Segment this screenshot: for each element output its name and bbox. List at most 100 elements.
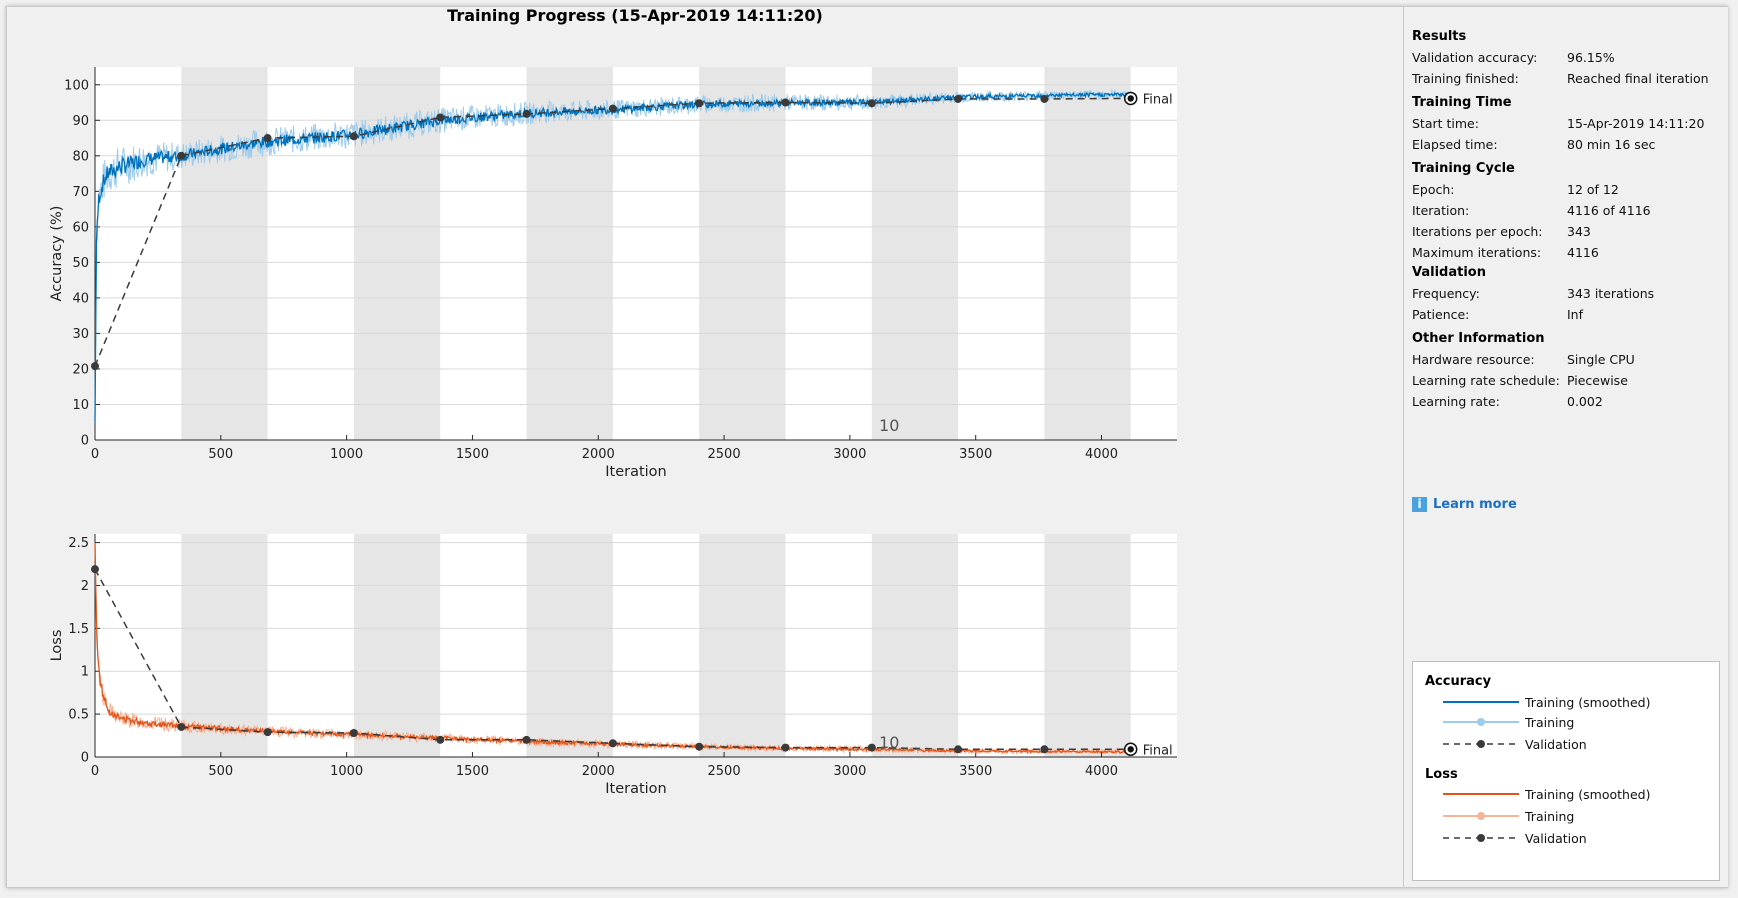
final-validation-dot — [1127, 95, 1134, 102]
legend-label: Training — [1525, 808, 1575, 824]
learn-more-label[interactable]: Learn more — [1433, 497, 1517, 512]
epoch-shade — [1044, 534, 1131, 757]
y-tick-label: 2.5 — [68, 536, 89, 551]
info-row: Iteration: 4116 of 4116 — [1412, 200, 1722, 221]
info-key: Patience: — [1412, 307, 1470, 322]
info-key: Learning rate schedule: — [1412, 373, 1560, 388]
y-tick-label: 70 — [72, 185, 89, 200]
info-key: Maximum iterations: — [1412, 245, 1542, 260]
section-heading: Training Time — [1412, 95, 1512, 110]
validation-point — [954, 745, 963, 754]
y-tick-label: 1 — [81, 665, 89, 680]
legend-loss-training: Training — [1443, 806, 1574, 826]
y-tick-label: 90 — [72, 114, 89, 129]
x-tick-label: 2000 — [582, 764, 615, 779]
validation-point — [436, 735, 445, 744]
x-axis-label: Iteration — [605, 464, 667, 480]
info-row: Training finished: Reached final iteratio… — [1412, 68, 1722, 89]
validation-point — [608, 104, 617, 113]
final-label: Final — [1143, 92, 1173, 107]
legend-label: Training (smoothed) — [1525, 786, 1651, 802]
validation-point — [522, 735, 531, 744]
x-tick-label: 3000 — [833, 447, 866, 462]
legend-accuracy-heading: Accuracy — [1425, 674, 1492, 689]
legend-line-accuracy-raw-swatch — [1443, 718, 1519, 726]
section-heading: Results — [1412, 29, 1467, 44]
epoch-shade — [181, 534, 268, 757]
section-heading: Training Cycle — [1412, 161, 1515, 176]
plot-title: Training Progress (15-Apr-2019 14:11:20) — [447, 7, 823, 25]
legend-label: Validation — [1525, 830, 1587, 846]
y-tick-label: 60 — [72, 220, 89, 235]
legend-label: Training — [1525, 714, 1575, 730]
results-section: Results Validation accuracy: 96.15% Trainin… — [1412, 27, 1722, 89]
legend-label: Validation — [1525, 736, 1587, 752]
y-tick-label: 0.5 — [68, 708, 89, 723]
validation-point — [695, 742, 704, 751]
validation-point — [263, 134, 272, 143]
y-tick-label: 80 — [72, 149, 89, 164]
x-tick-label: 3500 — [959, 764, 992, 779]
axes-background — [95, 67, 1177, 440]
x-tick-label: 2000 — [582, 447, 615, 462]
info-row: Learning rate schedule: Piecewise — [1412, 370, 1722, 391]
validation-point — [1040, 745, 1049, 754]
section-heading: Other Information — [1412, 331, 1545, 346]
y-tick-label: 40 — [72, 291, 89, 306]
validation-point — [781, 98, 790, 107]
info-key: Frequency: — [1412, 286, 1480, 301]
epoch-annotation: 10 — [879, 733, 899, 752]
epoch-shade — [699, 67, 786, 440]
validation-point — [522, 109, 531, 118]
info-key: Iterations per epoch: — [1412, 224, 1543, 239]
validation-point — [1040, 94, 1049, 103]
y-tick-label: 1.5 — [68, 622, 89, 637]
final-label: Final — [1143, 743, 1173, 758]
info-row: Hardware resource: Single CPU — [1412, 349, 1722, 370]
other-information-section: Other Information Hardware resource: Singl… — [1412, 329, 1722, 412]
info-icon: i — [1412, 497, 1427, 512]
x-tick-label: 1500 — [456, 764, 489, 779]
y-tick-label: 10 — [72, 398, 89, 413]
legend-label: Training (smoothed) — [1525, 694, 1651, 710]
axes-background — [95, 534, 1177, 757]
x-tick-label: 2500 — [708, 764, 741, 779]
info-value: 12 of 12 — [1567, 182, 1619, 197]
info-value: Reached final iteration — [1567, 71, 1709, 86]
epoch-shade — [871, 534, 959, 757]
epoch-annotation: 10 — [879, 416, 899, 435]
final-validation-dot — [1127, 746, 1134, 753]
y-tick-label: 50 — [72, 256, 89, 271]
x-tick-label: 2500 — [708, 447, 741, 462]
validation-point — [954, 94, 963, 103]
info-key: Start time: — [1412, 116, 1479, 131]
legend-line-accuracy-smoothed-swatch — [1443, 701, 1519, 703]
plot-area: Training Progress (15-Apr-2019 14:11:20)… — [7, 7, 1403, 887]
info-row: Validation accuracy: 96.15% — [1412, 47, 1722, 68]
y-tick-label: 2 — [81, 579, 89, 594]
info-row: Start time: 15-Apr-2019 14:11:20 — [1412, 113, 1722, 134]
x-tick-label: 3000 — [833, 764, 866, 779]
info-value: 4116 of 4116 — [1567, 203, 1651, 218]
info-key: Training finished: — [1412, 71, 1519, 86]
info-value: Single CPU — [1567, 352, 1635, 367]
loss-chart: 0 0.5 1 1.5 2 2.5 0 500 1000 1500 2000 2500 3000 3500… — [49, 534, 1177, 797]
validation-point — [177, 722, 186, 731]
info-row: Elapsed time: 80 min 16 sec — [1412, 134, 1722, 155]
legend-line-loss-smoothed-swatch — [1443, 793, 1519, 795]
learn-more-link[interactable]: i Learn more — [1412, 497, 1517, 512]
section-heading: Validation — [1412, 265, 1486, 280]
legend-loss-training-smoothed: Training (smoothed) — [1443, 784, 1650, 804]
validation-point — [91, 565, 99, 574]
validation-point — [91, 362, 99, 371]
validation-point — [608, 739, 617, 748]
y-tick-label: 100 — [64, 78, 89, 93]
info-value: Inf — [1567, 307, 1584, 322]
y-tick-label: 0 — [81, 751, 89, 766]
training-cycle-section: Training Cycle Epoch: 12 of 12 Iteration: 41… — [1412, 159, 1722, 263]
info-row: Maximum iterations: 4116 — [1412, 242, 1722, 263]
info-value: 80 min 16 sec — [1567, 137, 1656, 152]
info-row: Patience: Inf — [1412, 304, 1722, 325]
info-key: Learning rate: — [1412, 394, 1500, 409]
